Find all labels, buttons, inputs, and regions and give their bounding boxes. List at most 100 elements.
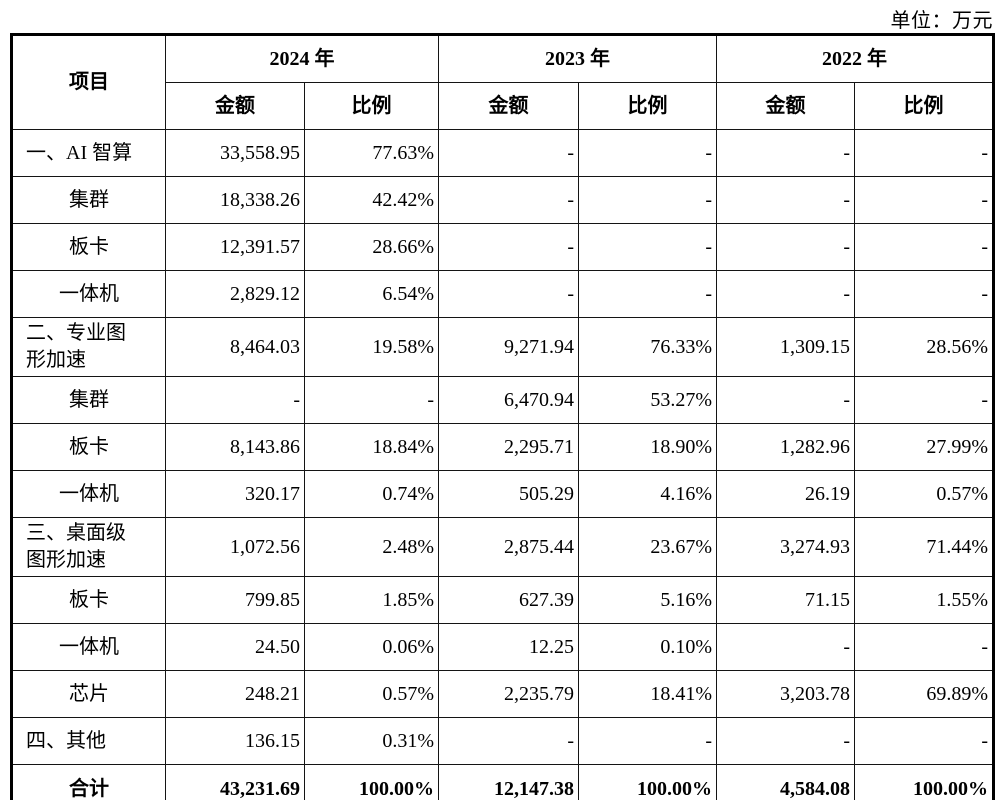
ratio-header: 比例 xyxy=(578,82,717,130)
value-cell: 28.66% xyxy=(304,223,439,271)
value-cell: 0.06% xyxy=(304,623,439,671)
year-header-2022: 2022 年 xyxy=(716,34,994,83)
row-label: 四、其他 xyxy=(11,717,166,765)
value-cell: 71.15 xyxy=(716,576,855,624)
value-cell: 6.54% xyxy=(304,270,439,318)
value-cell: 100.00% xyxy=(578,764,717,800)
row-label: 板卡 xyxy=(11,223,166,271)
value-cell: 100.00% xyxy=(304,764,439,800)
amount-header: 金额 xyxy=(716,82,855,130)
value-cell: - xyxy=(578,717,717,765)
value-cell: 100.00% xyxy=(854,764,994,800)
table-row: 集群 18,338.26 42.42% - - - - xyxy=(11,176,994,224)
value-cell: 248.21 xyxy=(165,670,305,718)
value-cell: - xyxy=(438,223,579,271)
value-cell: 1,309.15 xyxy=(716,317,855,377)
value-cell: 9,271.94 xyxy=(438,317,579,377)
year-header-row: 项目 2024 年 2023 年 2022 年 xyxy=(11,34,994,130)
table-header: 项目 2024 年 2023 年 2022 年 金额 比例 金额 比例 金额 比… xyxy=(11,34,994,130)
row-label: 一体机 xyxy=(11,623,166,671)
value-cell: - xyxy=(438,176,579,224)
total-row: 合计 43,231.69 100.00% 12,147.38 100.00% 4,584.… xyxy=(11,764,994,800)
value-cell: - xyxy=(854,129,994,177)
value-cell: - xyxy=(716,717,855,765)
value-cell: 1,282.96 xyxy=(716,423,855,471)
value-cell: 1.85% xyxy=(304,576,439,624)
value-cell: - xyxy=(854,176,994,224)
row-label: 一体机 xyxy=(11,470,166,518)
value-cell: 320.17 xyxy=(165,470,305,518)
row-label: 一体机 xyxy=(11,270,166,318)
table-row: 一、AI 智算 33,558.95 77.63% - - - - xyxy=(11,129,994,177)
row-label: 二、专业图形加速 xyxy=(11,317,166,377)
amount-header: 金额 xyxy=(438,82,579,130)
value-cell: 24.50 xyxy=(165,623,305,671)
value-cell: - xyxy=(854,623,994,671)
row-label: 一、AI 智算 xyxy=(11,129,166,177)
table-row: 一体机 320.17 0.74% 505.29 4.16% 26.19 0.57% xyxy=(11,470,994,518)
row-label: 板卡 xyxy=(11,576,166,624)
value-cell: 2,829.12 xyxy=(165,270,305,318)
value-cell: - xyxy=(716,376,855,424)
value-cell: 8,143.86 xyxy=(165,423,305,471)
value-cell: - xyxy=(578,129,717,177)
value-cell: 18.90% xyxy=(578,423,717,471)
value-cell: - xyxy=(438,270,579,318)
value-cell: - xyxy=(578,270,717,318)
table-body: 一、AI 智算 33,558.95 77.63% - - - - 集群 18,338.26 42.… xyxy=(11,129,994,800)
value-cell: - xyxy=(438,129,579,177)
value-cell: 18.84% xyxy=(304,423,439,471)
revenue-breakdown-table: 项目 2024 年 2023 年 2022 年 金额 比例 金额 比例 金额 比… xyxy=(10,33,995,800)
unit-label: 单位：万元 xyxy=(890,10,993,32)
value-cell: 0.31% xyxy=(304,717,439,765)
value-cell: 27.99% xyxy=(854,423,994,471)
row-label: 板卡 xyxy=(11,423,166,471)
row-label: 合计 xyxy=(11,764,166,800)
value-cell: 43,231.69 xyxy=(165,764,305,800)
value-cell: 6,470.94 xyxy=(438,376,579,424)
amount-header: 金额 xyxy=(165,82,305,130)
table-row: 板卡 12,391.57 28.66% - - - - xyxy=(11,223,994,271)
row-label: 芯片 xyxy=(11,670,166,718)
year-header-2023: 2023 年 xyxy=(438,34,717,83)
value-cell: - xyxy=(578,176,717,224)
table-row: 二、专业图形加速 8,464.03 19.58% 9,271.94 76.33% 1,30… xyxy=(11,317,994,377)
value-cell: 69.89% xyxy=(854,670,994,718)
value-cell: 0.10% xyxy=(578,623,717,671)
value-cell: 12.25 xyxy=(438,623,579,671)
value-cell: 26.19 xyxy=(716,470,855,518)
ratio-header: 比例 xyxy=(304,82,439,130)
value-cell: 2.48% xyxy=(304,517,439,577)
table-row: 一体机 24.50 0.06% 12.25 0.10% - - xyxy=(11,623,994,671)
row-label: 集群 xyxy=(11,376,166,424)
value-cell: 18,338.26 xyxy=(165,176,305,224)
row-label: 集群 xyxy=(11,176,166,224)
value-cell: 42.42% xyxy=(304,176,439,224)
subheader-row: 金额 比例 金额 比例 金额 比例 xyxy=(12,82,994,130)
value-cell: 505.29 xyxy=(438,470,579,518)
table-row: 三、桌面级图形加速 1,072.56 2.48% 2,875.44 23.67% 3,27… xyxy=(11,517,994,577)
value-cell: - xyxy=(716,623,855,671)
year-header-2024: 2024 年 xyxy=(165,34,439,83)
value-cell: 5.16% xyxy=(578,576,717,624)
value-cell: 2,875.44 xyxy=(438,517,579,577)
value-cell: - xyxy=(854,270,994,318)
value-cell: - xyxy=(165,376,305,424)
value-cell: 4,584.08 xyxy=(716,764,855,800)
value-cell: 799.85 xyxy=(165,576,305,624)
table-row: 集群 - -6,470.94 53.27% - - xyxy=(11,376,994,424)
ratio-header: 比例 xyxy=(854,82,994,130)
value-cell: - xyxy=(716,129,855,177)
value-cell: 627.39 xyxy=(438,576,579,624)
value-cell: 0.57% xyxy=(304,670,439,718)
value-cell: 12,391.57 xyxy=(165,223,305,271)
value-cell: 77.63% xyxy=(304,129,439,177)
table-row: 板卡 8,143.86 18.84% 2,295.71 18.90% 1,282.96 27… xyxy=(11,423,994,471)
table-row: 四、其他 136.15 0.31% - - - - xyxy=(11,717,994,765)
value-cell: - xyxy=(304,376,439,424)
value-cell: - xyxy=(438,717,579,765)
value-cell: 2,295.71 xyxy=(438,423,579,471)
value-cell: 8,464.03 xyxy=(165,317,305,377)
value-cell: - xyxy=(716,176,855,224)
